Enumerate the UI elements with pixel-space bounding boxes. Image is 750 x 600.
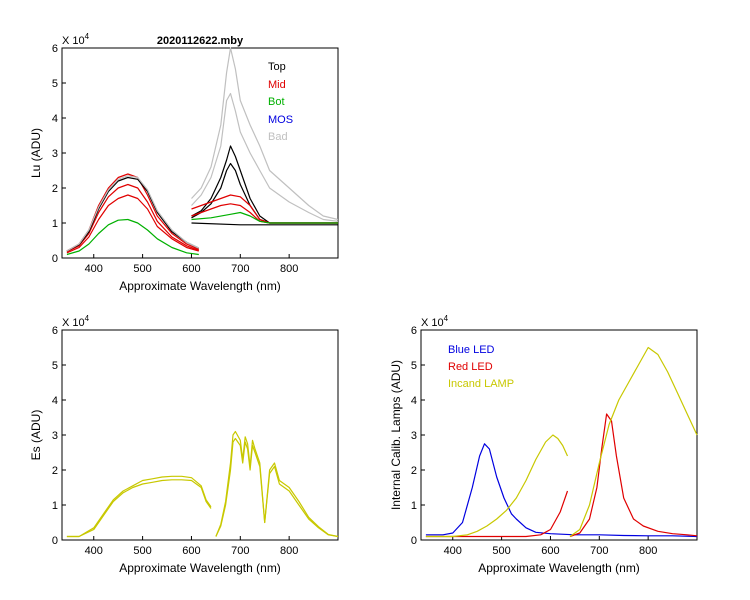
es-multiplier-exp: 4 xyxy=(85,314,90,323)
lu-multiplier-base: X 10 xyxy=(62,35,85,47)
calib-y-tick-label: 1 xyxy=(411,500,417,512)
calib-y-tick-label: 6 xyxy=(411,325,417,337)
lu-y-label: Lu (ADU) xyxy=(29,128,43,178)
lu-series-bot xyxy=(191,211,338,224)
es-y-tick-label: 3 xyxy=(52,430,58,442)
lu-series xyxy=(66,47,339,256)
es-y-tick-label: 1 xyxy=(52,500,58,512)
lu-multiplier: X 104 xyxy=(62,32,90,47)
calib-legend-red-led: Red LED xyxy=(448,361,493,373)
lu-y-tick-label: 3 xyxy=(52,148,58,160)
calib-x-tick-label: 600 xyxy=(541,545,559,557)
es-x-tick-label: 400 xyxy=(85,545,103,557)
calib-panel: X 104 Approximate Wavelength (nm) Intern… xyxy=(389,314,698,575)
lu-legend-bot: Bot xyxy=(268,96,285,108)
es-y-tick-label: 2 xyxy=(52,465,58,477)
calib-y-tick-label: 2 xyxy=(411,465,417,477)
lu-series-top xyxy=(191,222,338,226)
calib-series-blue-led xyxy=(425,443,698,538)
calib-x-tick-label: 400 xyxy=(444,545,462,557)
calib-y-tick-label: 0 xyxy=(411,535,417,547)
lu-y-tick-label: 5 xyxy=(52,78,58,90)
es-y-label: Es (ADU) xyxy=(29,410,43,461)
lu-legend: Top Mid Bot MOS Bad xyxy=(268,61,293,143)
lu-y-tick-label: 4 xyxy=(52,113,58,125)
es-series-es xyxy=(66,479,212,538)
calib-y-label: Internal Calib. Lamps (ADU) xyxy=(389,360,403,510)
es-multiplier-base: X 10 xyxy=(62,317,85,329)
calib-y-tick-label: 5 xyxy=(411,360,417,372)
lu-series-bad xyxy=(191,92,339,222)
lu-x-tick-label: 800 xyxy=(280,263,298,275)
lu-series-bot xyxy=(66,218,199,256)
lu-y-tick-label: 2 xyxy=(52,183,58,195)
es-ticks: 400 500 600 700 800 0 1 2 3 4 5 6 xyxy=(52,325,298,557)
lu-multiplier-exp: 4 xyxy=(85,32,90,41)
lu-x-tick-label: 400 xyxy=(85,263,103,275)
lu-x-tick-label: 700 xyxy=(231,263,249,275)
calib-ticks: 400 500 600 700 800 0 1 2 3 4 5 6 xyxy=(411,325,657,557)
lu-x-label: Approximate Wavelength (nm) xyxy=(119,279,281,293)
lu-y-tick-label: 6 xyxy=(52,43,58,55)
calib-series-incand-lamp xyxy=(569,346,698,537)
calib-series-red-led xyxy=(569,413,698,538)
calib-x-tick-label: 500 xyxy=(492,545,510,557)
calib-x-tick-label: 800 xyxy=(639,545,657,557)
calib-legend-blue-led: Blue LED xyxy=(448,344,495,356)
es-y-tick-label: 4 xyxy=(52,395,58,407)
lu-plot-frame xyxy=(61,47,339,259)
lu-legend-mos: MOS xyxy=(268,114,293,126)
lu-panel: 2020112622.mby X 104 Approximate Wavelen… xyxy=(29,32,339,293)
calib-y-tick-label: 4 xyxy=(411,395,417,407)
es-panel: X 104 Approximate Wavelength (nm) Es (AD… xyxy=(29,314,339,575)
es-plot-frame xyxy=(61,329,339,541)
calib-multiplier: X 104 xyxy=(421,314,449,329)
lu-title: 2020112622.mby xyxy=(157,35,244,47)
lu-series-top xyxy=(66,176,200,252)
calib-multiplier-base: X 10 xyxy=(421,317,444,329)
calib-x-tick-label: 700 xyxy=(590,545,608,557)
lu-series-mid xyxy=(66,194,199,254)
lu-series-bad xyxy=(191,47,339,221)
calib-legend-incand-lamp: Incand LAMP xyxy=(448,378,514,390)
lu-x-tick-label: 500 xyxy=(133,263,151,275)
calib-multiplier-exp: 4 xyxy=(444,314,449,323)
lu-series-bad xyxy=(66,175,200,252)
calib-series xyxy=(425,346,698,538)
calib-x-label: Approximate Wavelength (nm) xyxy=(478,561,640,575)
es-x-tick-label: 600 xyxy=(182,545,200,557)
lu-y-tick-label: 1 xyxy=(52,218,58,230)
lu-legend-top: Top xyxy=(268,61,286,73)
lu-x-tick-label: 600 xyxy=(182,263,200,275)
es-x-tick-label: 700 xyxy=(231,545,249,557)
es-series-es xyxy=(215,437,339,538)
lu-y-tick-label: 0 xyxy=(52,253,58,265)
lu-legend-mid: Mid xyxy=(268,79,286,91)
es-y-tick-label: 6 xyxy=(52,325,58,337)
lu-series-mid xyxy=(66,183,200,253)
lu-legend-bad: Bad xyxy=(268,131,288,143)
es-multiplier: X 104 xyxy=(62,314,90,329)
calib-legend: Blue LED Red LED Incand LAMP xyxy=(448,344,514,390)
es-y-tick-label: 0 xyxy=(52,535,58,547)
es-x-label: Approximate Wavelength (nm) xyxy=(119,561,281,575)
es-series xyxy=(66,430,339,538)
es-series-es xyxy=(215,430,339,538)
es-series-es xyxy=(66,475,212,538)
es-y-tick-label: 5 xyxy=(52,360,58,372)
es-x-tick-label: 500 xyxy=(133,545,151,557)
calib-series-red-led xyxy=(425,490,569,538)
es-x-tick-label: 800 xyxy=(280,545,298,557)
lu-ticks: 400 500 600 700 800 0 1 2 3 4 5 6 xyxy=(52,43,298,275)
calib-y-tick-label: 3 xyxy=(411,430,417,442)
calib-series-incand-lamp xyxy=(425,434,569,538)
